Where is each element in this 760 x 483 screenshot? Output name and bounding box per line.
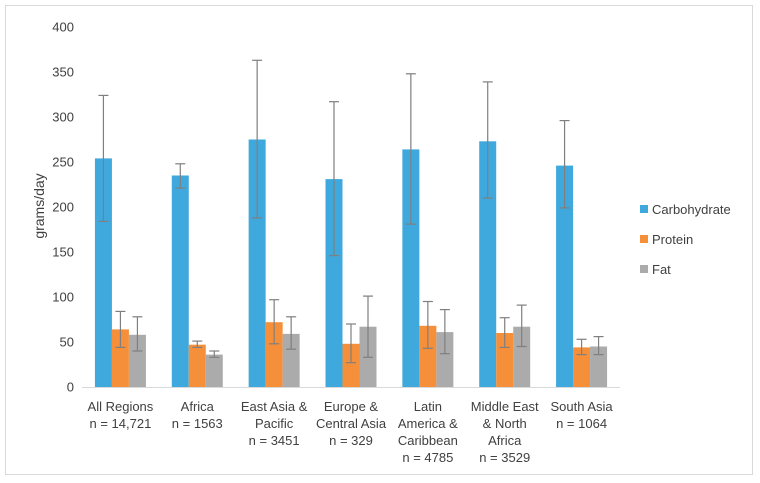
x-category-label: South Asia n = 1064 [550,399,613,431]
error-bars [98,59,604,364]
error-bar [269,299,280,345]
x-category-label-line: & North [483,416,527,431]
bar-carbohydrate [402,149,420,387]
y-tick-label: 200 [52,200,74,215]
bar-protein [342,343,360,387]
chart-frame [5,5,753,475]
x-category-label-line: n = 4785 [402,450,453,465]
y-axis-ticks: 0 50 100 150 200 250 300 350 400 [52,20,74,395]
error-bar [132,316,143,352]
x-category-label-line: n = 329 [329,433,373,448]
legend-label-fat: Fat [652,262,671,277]
legend-label-protein: Protein [652,232,693,247]
x-category-label-line: n = 3451 [249,433,300,448]
x-category-label-line: Africa [181,399,215,414]
x-category-label-line: East Asia & [241,399,308,414]
error-bar [209,350,220,358]
error-bar [482,81,493,199]
bar-protein [111,329,129,387]
x-category-label: All Regions n = 14,721 [88,399,154,431]
error-bar [422,300,433,349]
x-category-label-line: n = 1563 [172,416,223,431]
bar-protein [265,322,283,387]
y-tick-label: 150 [52,245,74,260]
bar-carbohydrate [248,139,266,387]
y-tick-label: 250 [52,155,74,170]
x-category-label: Europe & Central Asia n = 329 [316,399,387,448]
bar-protein [188,344,206,387]
error-bar [252,59,263,219]
error-bar [559,119,570,209]
x-category-label: East Asia & Pacific n = 3451 [241,399,308,448]
x-category-label-line: Pacific [255,416,294,431]
y-tick-label: 0 [67,380,74,395]
x-category-label-line: n = 14,721 [90,416,152,431]
error-bar [516,304,527,348]
bar-carbohydrate [479,141,497,387]
error-bar [286,316,297,350]
x-category-label-line: South Asia [550,399,613,414]
x-category-label-line: Latin [414,399,442,414]
legend-swatch-protein [640,235,648,243]
error-bar [593,336,604,356]
x-axis-categories: All Regions n = 14,721 Africa n = 1563 East … [88,399,614,465]
y-tick-label: 350 [52,65,74,80]
error-bar [439,309,450,355]
bar-carbohydrate [325,179,343,387]
x-category-label-line: Caribbean [398,433,458,448]
error-bar [363,295,373,358]
error-bar [175,163,186,189]
x-category-label: Middle East & North Africa n = 3529 [471,399,539,465]
error-bar [346,323,356,364]
bar-fat [128,334,146,387]
legend-swatch-carbohydrate [640,205,648,213]
bar-fat [205,354,223,387]
x-category-label-line: n = 1064 [556,416,607,431]
bar-fat [282,333,300,387]
bar-protein [573,347,591,387]
legend-swatch-fat [640,265,648,273]
x-category-label-line: Middle East [471,399,539,414]
y-tick-label: 100 [52,290,74,305]
x-category-label: Africa n = 1563 [172,399,223,431]
y-axis-label: grams/day [31,173,47,238]
x-category-label-line: Central Asia [316,416,387,431]
x-category-label-line: Europe & [324,399,379,414]
legend: Carbohydrate Protein Fat [640,202,731,277]
error-bar [329,101,339,257]
bar-carbohydrate [94,158,112,387]
bar-protein [496,333,514,387]
bar-carbohydrate [556,165,574,387]
error-bar [576,338,587,356]
y-tick-label: 300 [52,110,74,125]
error-bar [405,73,416,225]
y-tick-label: 400 [52,20,74,35]
x-category-label-line: America & [398,416,458,431]
x-category-label-line: All Regions [88,399,154,414]
bar-carbohydrate [171,175,189,387]
bar-protein [419,325,437,387]
x-category-label-line: Africa [488,433,522,448]
bar-fat [436,332,454,387]
bar-fat [590,346,608,387]
x-category-label-line: n = 3529 [479,450,530,465]
error-bar [499,317,510,348]
legend-label-carbohydrate: Carbohydrate [652,202,731,217]
error-bar [115,310,126,348]
error-bar [98,94,109,222]
bar-fat [513,326,531,387]
error-bar [192,340,203,348]
x-category-label: Latin America & Caribbean n = 4785 [398,399,458,465]
y-tick-label: 50 [60,335,74,350]
